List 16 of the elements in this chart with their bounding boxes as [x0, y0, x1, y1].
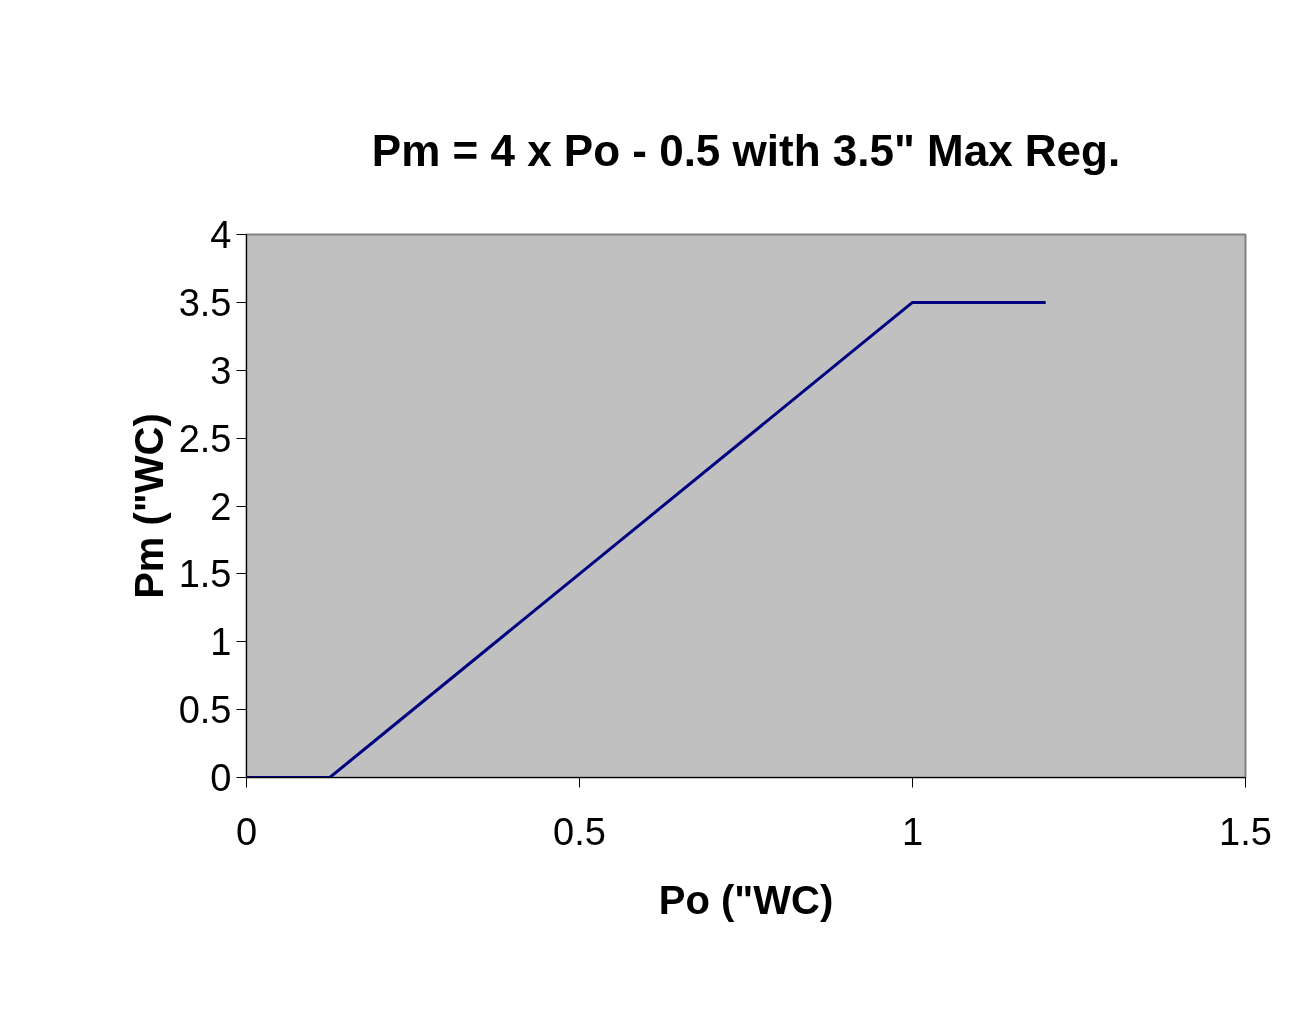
line-series	[246, 300, 1048, 778]
y-tick-label: 4	[210, 214, 232, 256]
chart-title: Pm = 4 x Po - 0.5 with 3.5" Max Reg.	[371, 125, 1121, 175]
x-axis-title: Po ("WC)	[658, 877, 834, 922]
y-tick-label: 0	[210, 757, 232, 799]
y-axis-title: Pm ("WC)	[126, 413, 171, 599]
y-tick-label: 3.5	[178, 281, 232, 324]
y-tick-label: 2	[210, 485, 232, 528]
y-tick-label: 1.5	[178, 553, 232, 596]
y-tick-label: 0.5	[178, 689, 232, 732]
y-tick-label: 3	[210, 349, 232, 392]
y-tick-label: 2.5	[178, 417, 232, 460]
x-tick-label: 0.5	[553, 810, 606, 853]
x-tick-label: 1.5	[1219, 810, 1272, 853]
x-tick-label: 1	[901, 810, 924, 853]
y-tick-label: 1	[210, 621, 232, 664]
